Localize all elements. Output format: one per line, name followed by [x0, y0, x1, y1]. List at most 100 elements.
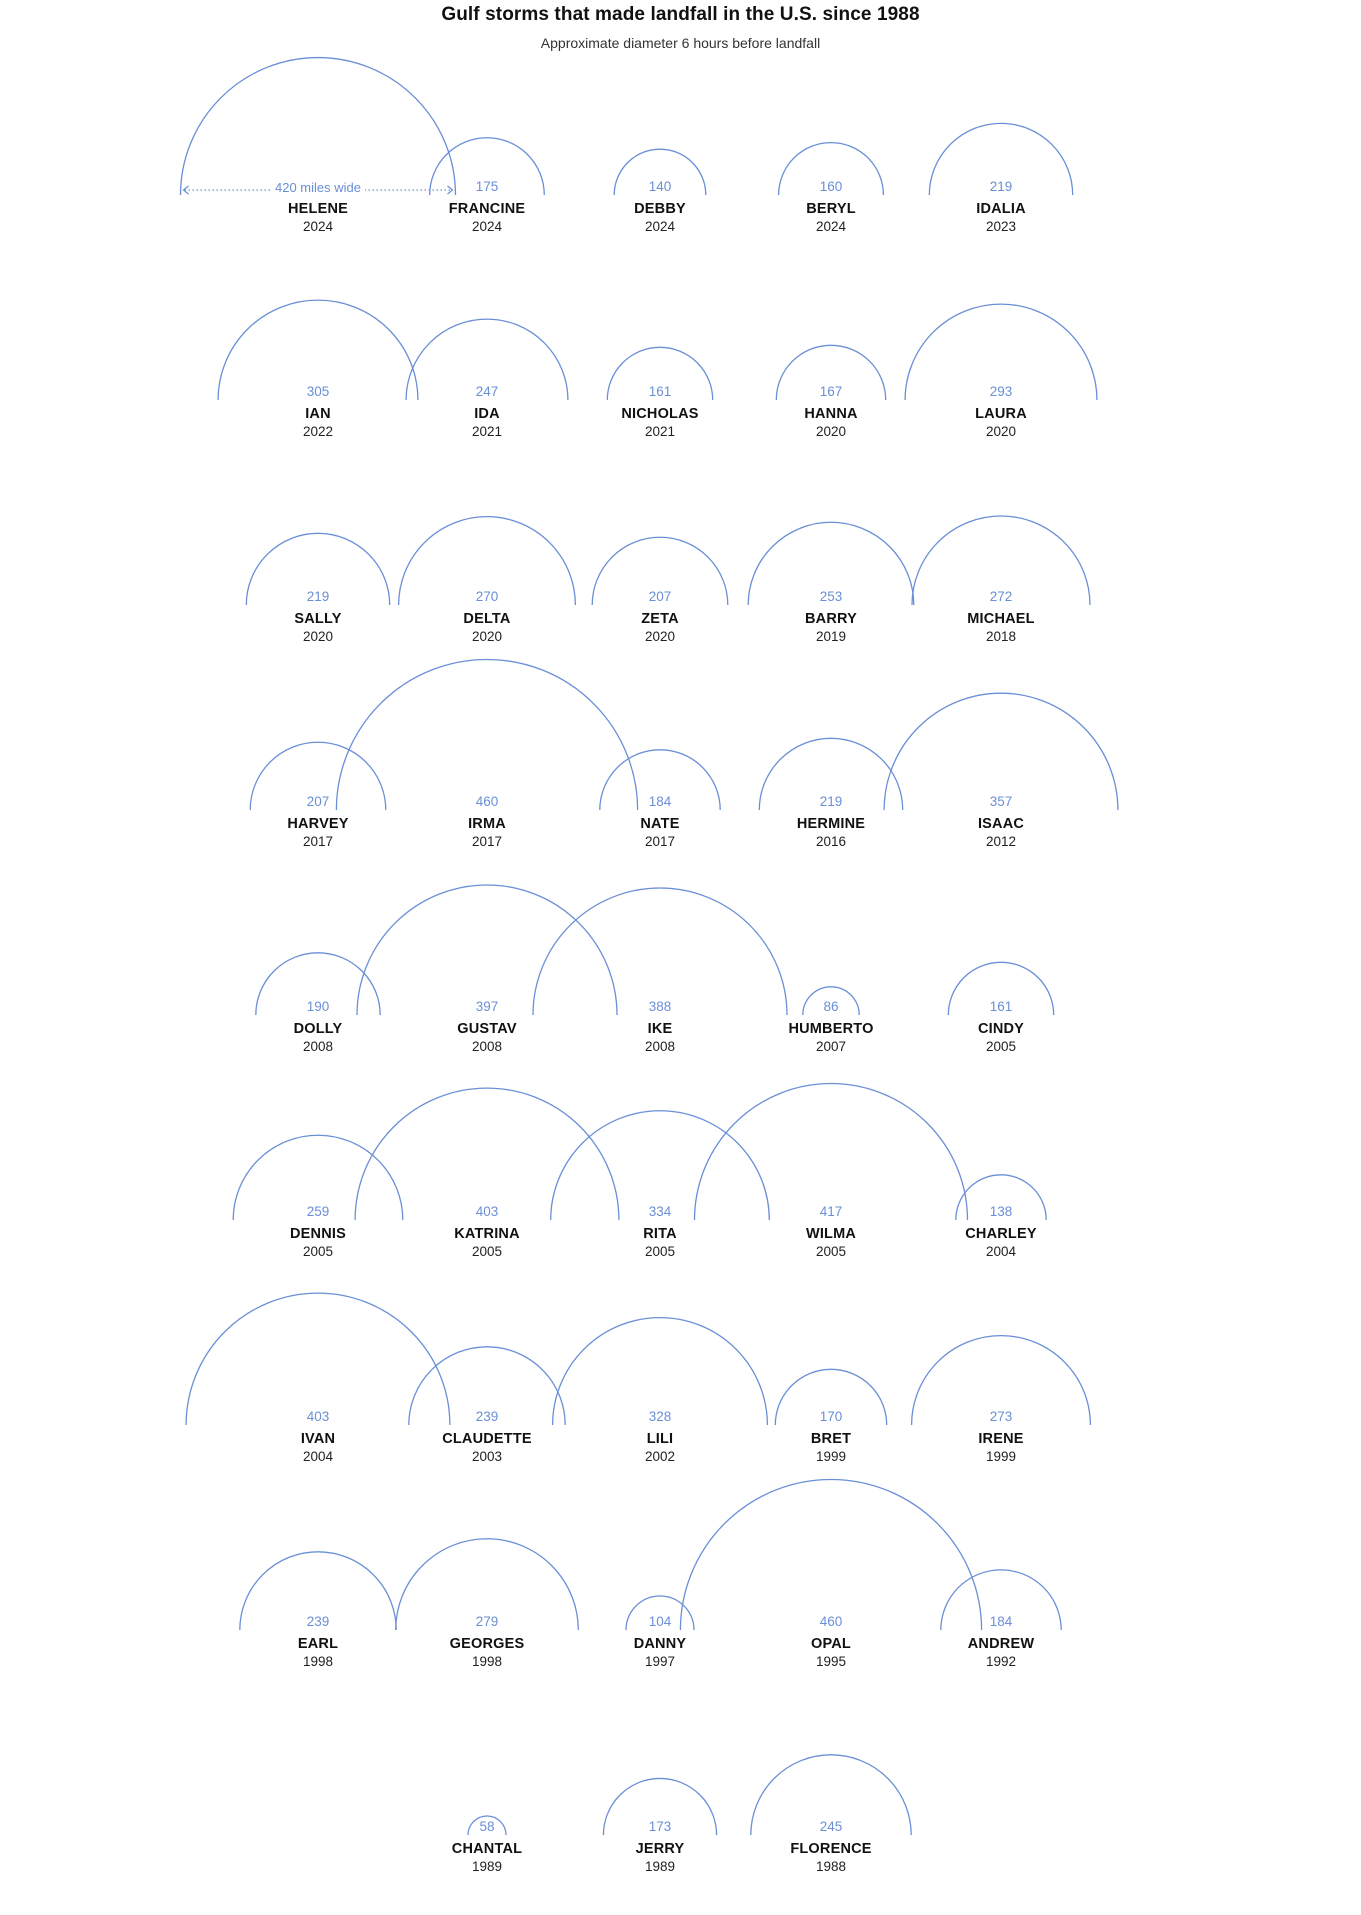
storm-name-label: IRENE — [978, 1431, 1024, 1447]
storm-diameter-label: 417 — [819, 1204, 843, 1219]
storm-diameter-label: 239 — [306, 1614, 330, 1629]
storm-name-label: EARL — [297, 1636, 339, 1652]
storm-year-label: 2019 — [815, 629, 847, 644]
storm-diameter-label: 184 — [648, 794, 672, 809]
storm-year-label: 1998 — [471, 1654, 503, 1669]
storm-year-label: 2024 — [302, 219, 334, 234]
storm-year-label: 2007 — [815, 1039, 847, 1054]
chart-subtitle: Approximate diameter 6 hours before land… — [540, 35, 821, 51]
storm-name-label: IAN — [305, 406, 331, 422]
storm-name-label: DOLLY — [293, 1021, 343, 1037]
storm-name-label: BRET — [810, 1431, 852, 1447]
storm-name-label: DELTA — [463, 611, 511, 627]
storm-arc-ike — [532, 887, 788, 1016]
storm-arc-isaac — [883, 692, 1119, 811]
storm-name-label: DENNIS — [290, 1226, 346, 1242]
storm-year-label: 2005 — [644, 1244, 676, 1259]
storm-diameter-label: 175 — [475, 179, 499, 194]
storm-diameter-label: 219 — [306, 589, 330, 604]
storm-diameter-label: 161 — [648, 384, 672, 399]
storm-arc-dennis — [232, 1134, 404, 1221]
arrow-right-icon — [447, 185, 454, 195]
storm-year-label: 2020 — [815, 424, 847, 439]
storm-name-label: FLORENCE — [790, 1841, 872, 1857]
storm-year-label: 2005 — [985, 1039, 1017, 1054]
storm-diameter-label: 403 — [475, 1204, 499, 1219]
storm-name-label: ZETA — [641, 611, 679, 627]
storm-arc-ian — [217, 299, 419, 401]
storm-arc-claudette — [408, 1346, 566, 1426]
storm-arc-beryl — [777, 141, 885, 196]
storm-diameter-label: 190 — [306, 999, 330, 1014]
storm-arc-irma — [335, 658, 639, 811]
storm-arc-andrew — [940, 1569, 1062, 1631]
storm-arc-georges — [395, 1538, 579, 1631]
storm-diameter-label: 259 — [306, 1204, 330, 1219]
storm-diameter-label: 219 — [819, 794, 843, 809]
storm-arc-laura — [904, 303, 1098, 401]
storm-year-label: 2021 — [644, 424, 676, 439]
storm-name-label: NICHOLAS — [621, 406, 699, 422]
storm-name-label: HERMINE — [796, 816, 866, 832]
storm-year-label: 2020 — [302, 629, 334, 644]
storm-year-label: 2020 — [471, 629, 503, 644]
storm-diameter-label: 86 — [823, 999, 839, 1014]
storm-diameter-label: 245 — [819, 1819, 843, 1834]
storm-diameter-label: 272 — [989, 589, 1013, 604]
storm-diameter-label: 460 — [819, 1614, 843, 1629]
storm-arc-bret — [774, 1368, 888, 1426]
storm-arc-francine — [429, 137, 545, 196]
storm-name-label: CINDY — [977, 1021, 1025, 1037]
storm-name-label: HANNA — [804, 406, 858, 422]
storm-arc-hanna — [775, 344, 887, 401]
storm-year-label: 2005 — [302, 1244, 334, 1259]
storm-year-label: 2024 — [644, 219, 676, 234]
storm-name-label: HELENE — [287, 201, 348, 217]
storm-diameter-label: 334 — [648, 1204, 672, 1219]
storm-arc-florence — [750, 1754, 912, 1836]
storm-diameter-label: 170 — [819, 1409, 843, 1424]
storm-name-label: FRANCINE — [448, 201, 526, 217]
storm-name-label: NATE — [640, 816, 680, 832]
storm-year-label: 2017 — [471, 834, 503, 849]
storm-arc-chantal — [467, 1815, 507, 1836]
storm-name-label: CHARLEY — [965, 1226, 1037, 1242]
storm-year-label: 2012 — [985, 834, 1017, 849]
storm-arc-helene — [179, 56, 457, 196]
storm-year-label: 2021 — [471, 424, 503, 439]
storm-arc-sally — [245, 532, 391, 606]
storm-diameter-label: 167 — [819, 384, 843, 399]
storm-year-label: 1992 — [985, 1654, 1017, 1669]
storm-year-label: 2016 — [815, 834, 847, 849]
storm-arc-charley — [955, 1174, 1047, 1221]
storm-diameter-label: 58 — [479, 1819, 495, 1834]
storm-diameter-label: 160 — [819, 179, 843, 194]
storm-diameter-label: 388 — [648, 999, 672, 1014]
storm-diameter-label: 140 — [648, 179, 672, 194]
storm-diameter-label: 279 — [475, 1614, 499, 1629]
storm-arc-michael — [911, 515, 1091, 606]
storm-year-label: 2024 — [471, 219, 503, 234]
storm-name-label: IDA — [474, 406, 500, 422]
storm-diameter-label: 270 — [475, 589, 499, 604]
storm-name-label: CLAUDETTE — [442, 1431, 532, 1447]
storm-year-label: 2020 — [644, 629, 676, 644]
storm-name-label: DEBBY — [634, 201, 686, 217]
storm-diameter-label: 207 — [648, 589, 672, 604]
storm-arc-ivan — [185, 1292, 451, 1426]
storm-year-label: 2017 — [302, 834, 334, 849]
storm-year-label: 1995 — [815, 1654, 847, 1669]
storm-arc-opal — [679, 1478, 983, 1631]
storm-name-label: IDALIA — [976, 201, 1026, 217]
storm-diameter-label: 460 — [475, 794, 499, 809]
storm-year-label: 1988 — [815, 1859, 847, 1874]
storm-name-label: IRMA — [468, 816, 506, 832]
storm-diameter-label: 173 — [648, 1819, 672, 1834]
storm-diameter-label: 397 — [475, 999, 499, 1014]
storm-arc-zeta — [591, 536, 729, 606]
storm-name-label: LILI — [646, 1431, 674, 1447]
storm-diameter-label: 247 — [475, 384, 499, 399]
storm-arc-irene — [910, 1334, 1092, 1426]
storm-name-label: BARRY — [804, 611, 858, 627]
